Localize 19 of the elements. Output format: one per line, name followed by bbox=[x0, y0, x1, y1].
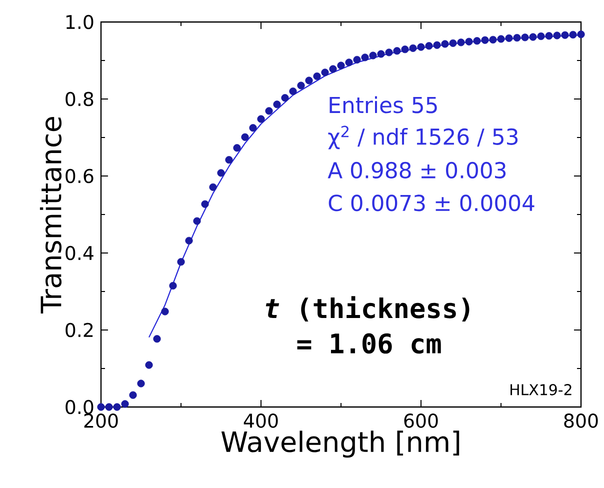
x-tick-label: 400 bbox=[244, 414, 278, 428]
annotation: χ$^{2}$ / ndf 1526 / 53 bbox=[328, 126, 518, 150]
y-tick-label: 0.6 bbox=[66, 168, 94, 184]
annotation: HLX19-2 bbox=[510, 384, 572, 396]
y-axis-title: Transmittance bbox=[40, 117, 62, 314]
y-tick-label: 0.0 bbox=[66, 400, 94, 414]
x-axis-title: Wavelength [nm] bbox=[221, 430, 460, 458]
annotation: Entries 55 bbox=[330, 96, 437, 114]
y-tick-label: 0.2 bbox=[66, 322, 93, 338]
y-tick-label: 0.8 bbox=[66, 92, 94, 106]
y-tick-label: 0.4 bbox=[66, 246, 94, 260]
y-tick-label: 1.0 bbox=[66, 14, 94, 30]
annotation: t (thickness) bbox=[266, 296, 470, 322]
annotation: = 1.06 cm bbox=[297, 333, 441, 354]
annotation: A 0.988 ± 0.003 bbox=[328, 162, 506, 179]
annotation: C 0.0073 ± 0.0004 bbox=[328, 194, 534, 212]
x-tick-label: 200 bbox=[84, 414, 118, 428]
x-tick-label: 600 bbox=[404, 414, 438, 428]
x-tick-label: 800 bbox=[564, 414, 598, 428]
